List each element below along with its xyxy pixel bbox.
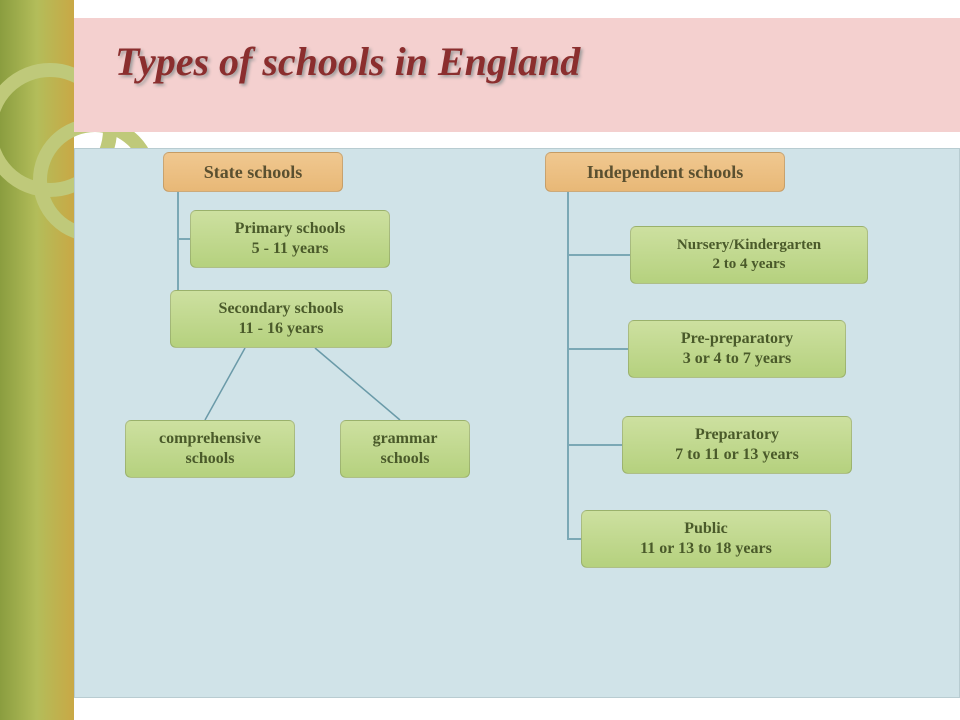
node-sublabel: schools [381, 450, 430, 468]
node-state: State schools [163, 152, 343, 192]
node-comprehensive: comprehensive schools [125, 420, 295, 478]
node-label: Secondary schools [219, 300, 344, 318]
node-primary: Primary schools 5 - 11 years [190, 210, 390, 268]
node-label: Primary schools [235, 220, 346, 238]
node-grammar: grammar schools [340, 420, 470, 478]
node-label: Public [684, 520, 728, 538]
node-prepre: Pre-preparatory 3 or 4 to 7 years [628, 320, 846, 378]
node-label: Independent schools [587, 162, 744, 183]
node-sublabel: schools [186, 450, 235, 468]
node-nursery: Nursery/Kindergarten 2 to 4 years [630, 226, 868, 284]
node-label: Preparatory [695, 426, 779, 444]
node-label: Pre-preparatory [681, 330, 793, 348]
node-independent: Independent schools [545, 152, 785, 192]
node-label: comprehensive [159, 430, 261, 448]
node-sublabel: 11 or 13 to 18 years [640, 540, 772, 558]
node-label: State schools [204, 162, 303, 183]
node-label: Nursery/Kindergarten [677, 237, 821, 254]
node-sublabel: 3 or 4 to 7 years [683, 350, 792, 368]
node-sublabel: 11 - 16 years [239, 320, 324, 338]
node-label: grammar [373, 430, 438, 448]
node-public: Public 11 or 13 to 18 years [581, 510, 831, 568]
node-secondary: Secondary schools 11 - 16 years [170, 290, 392, 348]
node-prep: Preparatory 7 to 11 or 13 years [622, 416, 852, 474]
node-sublabel: 5 - 11 years [252, 240, 329, 258]
node-sublabel: 7 to 11 or 13 years [675, 446, 799, 464]
node-sublabel: 2 to 4 years [713, 256, 786, 273]
page-title: Types of schools in England [115, 38, 580, 85]
